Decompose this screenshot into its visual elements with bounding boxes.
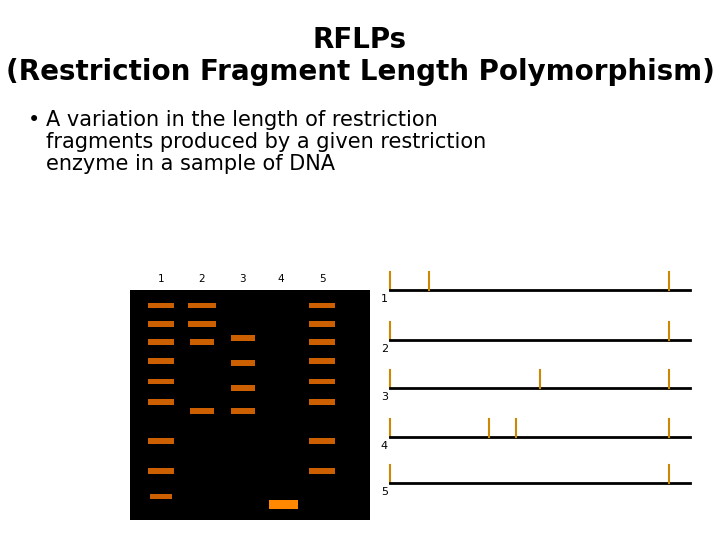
Bar — [309, 321, 336, 327]
Bar — [231, 386, 255, 391]
Bar — [309, 379, 336, 384]
Bar — [148, 321, 174, 327]
Bar — [148, 358, 174, 363]
Text: •: • — [28, 110, 40, 130]
Text: A variation in the length of restriction: A variation in the length of restriction — [46, 110, 438, 130]
Text: 5: 5 — [381, 487, 388, 497]
Bar — [148, 438, 174, 444]
Bar — [130, 290, 370, 520]
Bar — [188, 302, 217, 308]
Bar — [148, 468, 174, 474]
Bar — [309, 468, 336, 474]
Text: 4: 4 — [278, 274, 284, 284]
Bar — [150, 494, 172, 500]
Bar — [190, 340, 214, 345]
Bar — [231, 360, 255, 366]
Bar — [188, 321, 217, 327]
Text: 2: 2 — [199, 274, 205, 284]
Text: 5: 5 — [319, 274, 325, 284]
Text: (Restriction Fragment Length Polymorphism): (Restriction Fragment Length Polymorphis… — [6, 58, 714, 86]
Bar — [309, 340, 336, 345]
Bar — [309, 399, 336, 405]
Bar — [148, 340, 174, 345]
Text: 4: 4 — [381, 441, 388, 451]
Text: 3: 3 — [381, 392, 388, 402]
Bar — [231, 335, 255, 341]
Text: enzyme in a sample of DNA: enzyme in a sample of DNA — [46, 154, 335, 174]
Bar — [190, 408, 214, 414]
Text: 1: 1 — [158, 274, 164, 284]
Bar — [148, 399, 174, 405]
Bar — [309, 438, 336, 444]
Bar — [148, 379, 174, 384]
Bar — [231, 408, 255, 414]
Bar — [269, 500, 298, 509]
Text: fragments produced by a given restriction: fragments produced by a given restrictio… — [46, 132, 486, 152]
Bar — [148, 302, 174, 308]
Text: RFLPs: RFLPs — [313, 26, 407, 54]
Bar — [309, 302, 336, 308]
Text: 2: 2 — [381, 344, 388, 354]
Text: 1: 1 — [381, 294, 388, 304]
Text: 3: 3 — [240, 274, 246, 284]
Bar — [309, 358, 336, 363]
